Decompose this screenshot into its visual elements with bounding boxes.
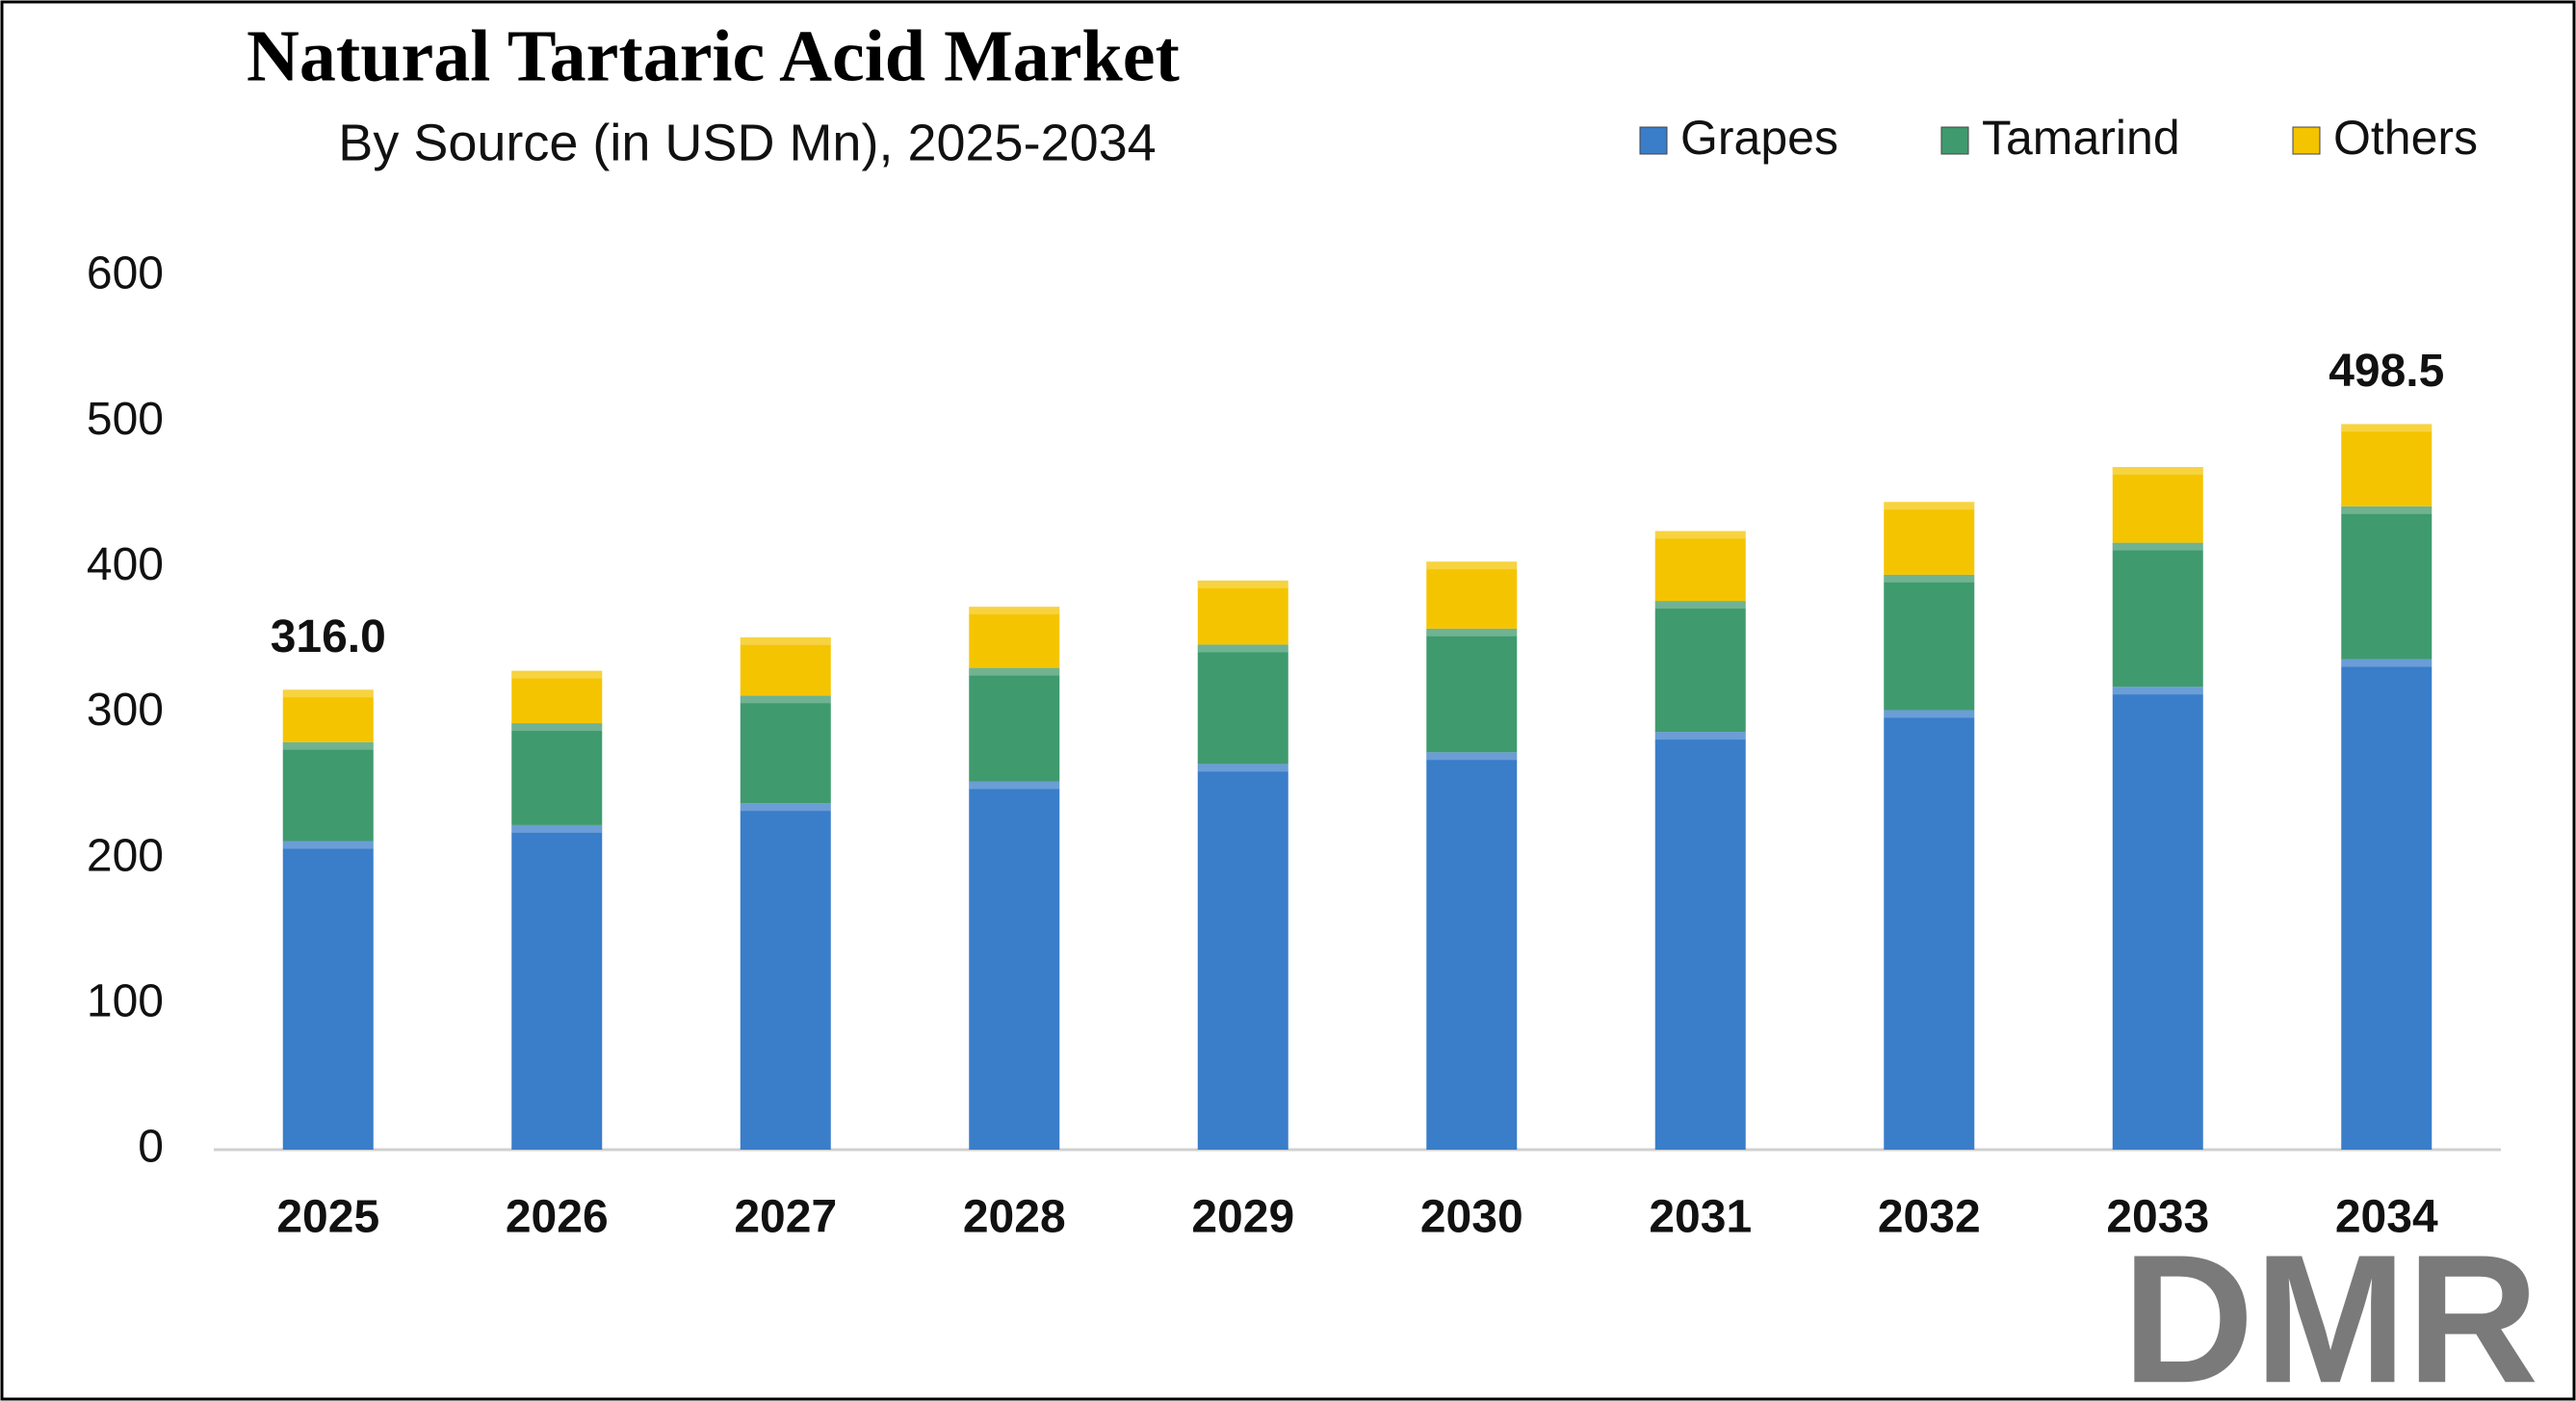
bar-bevel (2341, 506, 2433, 514)
bar-bevel (1654, 732, 1746, 740)
bar-bevel (2112, 687, 2203, 695)
y-tick-label: 600 (87, 248, 164, 299)
legend-swatch (1639, 126, 1668, 155)
chart-subtitle: By Source (in USD Mn), 2025-2034 (338, 114, 1156, 171)
y-tick-label: 100 (87, 976, 164, 1027)
bar-segment (2341, 506, 2433, 660)
bar-bevel (282, 841, 374, 849)
bar-bevel (1426, 752, 1518, 761)
legend-label: Tamarind (1982, 111, 2180, 165)
bar-bevel (1197, 764, 1288, 772)
bar-segment (511, 824, 603, 1150)
bar-segment (282, 741, 374, 842)
bar-segment (282, 841, 374, 1150)
bar-bevel (1654, 601, 1746, 610)
bar-segment (1654, 531, 1746, 602)
x-tick-label: 2029 (1191, 1192, 1294, 1243)
bar-segment (1197, 580, 1288, 645)
bar-segment (740, 636, 831, 696)
total-label: 316.0 (271, 611, 386, 662)
bar-segment (969, 781, 1060, 1150)
bar-bevel (2341, 424, 2433, 432)
x-tick-label: 2027 (734, 1192, 837, 1243)
bar-bevel (1884, 710, 1975, 718)
bar-bevel (740, 803, 831, 812)
x-tick-label: 2031 (1649, 1192, 1752, 1243)
bar-bevel (969, 667, 1060, 676)
bar-segment (969, 667, 1060, 782)
bar-segment (2341, 424, 2433, 506)
legend-label: Others (2333, 111, 2478, 165)
legend-label: Grapes (1680, 111, 1838, 165)
bar-bevel (1884, 502, 1975, 510)
bar-bevel (282, 689, 374, 698)
chart-title: Natural Tartaric Acid Market (247, 15, 1180, 96)
bar-bevel (511, 670, 603, 679)
bar-segment (511, 723, 603, 825)
bar-bevel (740, 695, 831, 704)
y-tick-label: 400 (87, 539, 164, 590)
legend-swatch (2292, 126, 2321, 155)
bar-segment (2112, 542, 2203, 688)
x-tick-label: 2030 (1420, 1192, 1523, 1243)
y-tick-label: 500 (87, 394, 164, 445)
bar-segment (1426, 628, 1518, 753)
bar-bevel (969, 781, 1060, 790)
bar-bevel (1197, 644, 1288, 653)
bar-segment (740, 803, 831, 1150)
x-tick-label: 2032 (1878, 1192, 1981, 1243)
bar-segment (1197, 644, 1288, 765)
bar-bevel (1426, 628, 1518, 636)
legend-swatch (1940, 126, 1969, 155)
bar-bevel (2112, 467, 2203, 476)
y-tick-label: 0 (138, 1122, 164, 1173)
bar-segment (1654, 601, 1746, 733)
bar-bevel (282, 741, 374, 750)
bar-bevel (1654, 531, 1746, 539)
x-tick-label: 2034 (2335, 1192, 2438, 1243)
bar-segment (511, 670, 603, 724)
bar-segment (1426, 752, 1518, 1150)
x-tick-label: 2033 (2106, 1192, 2209, 1243)
bar-segment (1197, 764, 1288, 1150)
bar-bevel (969, 607, 1060, 615)
bar-bevel (1197, 580, 1288, 588)
bar-bevel (511, 824, 603, 833)
y-tick-label: 300 (87, 685, 164, 736)
bar-bevel (740, 636, 831, 645)
y-tick-label: 200 (87, 830, 164, 881)
bar-bevel (1884, 574, 1975, 583)
bar-segment (1884, 710, 1975, 1150)
bar-segment (1884, 574, 1975, 711)
x-tick-label: 2025 (276, 1192, 379, 1243)
bar-bevel (2341, 659, 2433, 667)
bar-bevel (2112, 542, 2203, 551)
bar-segment (282, 689, 374, 742)
bar-segment (1426, 561, 1518, 629)
bar-segment (1654, 732, 1746, 1150)
bar-segment (2112, 467, 2203, 543)
x-tick-label: 2028 (963, 1192, 1066, 1243)
total-label: 498.5 (2329, 346, 2444, 397)
bar-segment (2112, 687, 2203, 1150)
bar-segment (740, 695, 831, 804)
bar-segment (2341, 659, 2433, 1150)
bar-segment (1884, 502, 1975, 575)
x-tick-label: 2026 (506, 1192, 609, 1243)
bar-bevel (1426, 561, 1518, 570)
bar-segment (969, 607, 1060, 668)
logo: DMR (2122, 1217, 2539, 1401)
bar-bevel (511, 723, 603, 732)
